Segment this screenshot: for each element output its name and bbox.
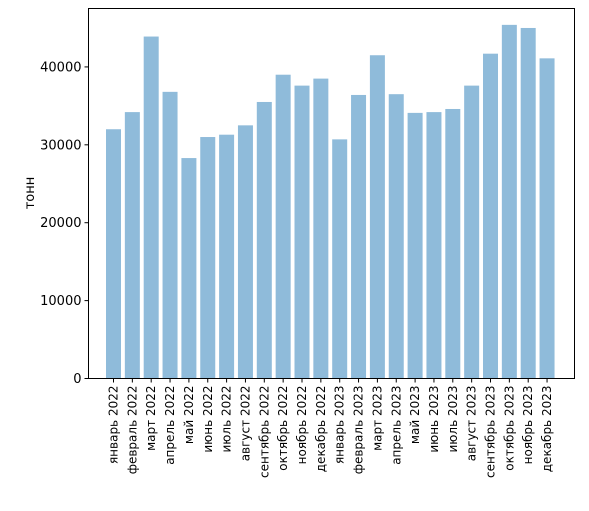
y-tick-label: 40000 bbox=[40, 60, 81, 75]
x-tick-label: июнь 2023 bbox=[427, 386, 441, 453]
x-tick-label: июнь 2022 bbox=[201, 386, 215, 453]
x-tick-label: август 2022 bbox=[238, 386, 252, 462]
x-axis: январь 2022 февраль 2022 март 2022 апрель 2… bbox=[107, 378, 554, 478]
bar bbox=[520, 27, 536, 379]
x-tick-label: май 2022 bbox=[182, 386, 196, 445]
x-tick-label: декабрь 2022 bbox=[314, 386, 328, 473]
x-tick-label: декабрь 2023 bbox=[540, 386, 554, 473]
bar bbox=[313, 78, 329, 379]
x-tick-label: апрель 2023 bbox=[389, 386, 403, 465]
x-tick-label: март 2022 bbox=[144, 386, 158, 451]
x-tick-label: февраль 2022 bbox=[125, 386, 139, 475]
x-tick-label: январь 2022 bbox=[107, 386, 121, 465]
x-tick-label: ноябрь 2023 bbox=[521, 386, 535, 465]
x-tick-label: ноябрь 2022 bbox=[295, 386, 309, 465]
bar bbox=[162, 91, 178, 379]
x-tick-label: апрель 2022 bbox=[163, 386, 177, 465]
bar bbox=[124, 112, 140, 379]
bar bbox=[181, 158, 197, 379]
x-tick-label: май 2023 bbox=[408, 386, 422, 445]
x-tick-label: март 2023 bbox=[370, 386, 384, 451]
x-tick-label: октябрь 2023 bbox=[502, 386, 516, 471]
bar bbox=[106, 129, 121, 379]
bar bbox=[501, 24, 517, 379]
y-axis: 0 10000 20000 30000 40000 bbox=[40, 60, 89, 387]
bar bbox=[219, 134, 235, 379]
bar bbox=[351, 94, 367, 379]
x-tick-label: июль 2023 bbox=[446, 386, 460, 453]
bar bbox=[445, 108, 461, 379]
bar bbox=[539, 58, 555, 379]
x-tick-label: сентябрь 2022 bbox=[257, 386, 271, 478]
bar bbox=[369, 55, 385, 379]
x-tick-label: сентябрь 2023 bbox=[484, 386, 498, 478]
bar bbox=[426, 112, 442, 379]
bar bbox=[275, 74, 291, 379]
y-tick-label: 30000 bbox=[40, 138, 81, 153]
y-axis-label: тонн bbox=[23, 177, 38, 210]
bar bbox=[332, 139, 348, 379]
x-tick-label: август 2023 bbox=[465, 386, 479, 462]
y-tick-label: 0 bbox=[73, 372, 81, 387]
bar bbox=[237, 125, 253, 379]
bar bbox=[256, 101, 272, 379]
x-tick-label: июль 2022 bbox=[220, 386, 234, 453]
x-tick-label: октябрь 2022 bbox=[276, 386, 290, 471]
bars-group bbox=[106, 24, 555, 379]
bar bbox=[294, 85, 310, 379]
y-tick-label: 20000 bbox=[40, 216, 81, 231]
bar bbox=[483, 53, 498, 379]
bar bbox=[407, 112, 423, 379]
x-tick-label: январь 2023 bbox=[333, 386, 347, 465]
bar bbox=[143, 36, 159, 379]
y-tick-label: 10000 bbox=[40, 294, 81, 309]
x-tick-label: февраль 2023 bbox=[352, 386, 366, 475]
plot-frame bbox=[88, 8, 575, 379]
bar bbox=[464, 85, 480, 379]
bar bbox=[388, 94, 404, 379]
bar bbox=[200, 137, 216, 379]
